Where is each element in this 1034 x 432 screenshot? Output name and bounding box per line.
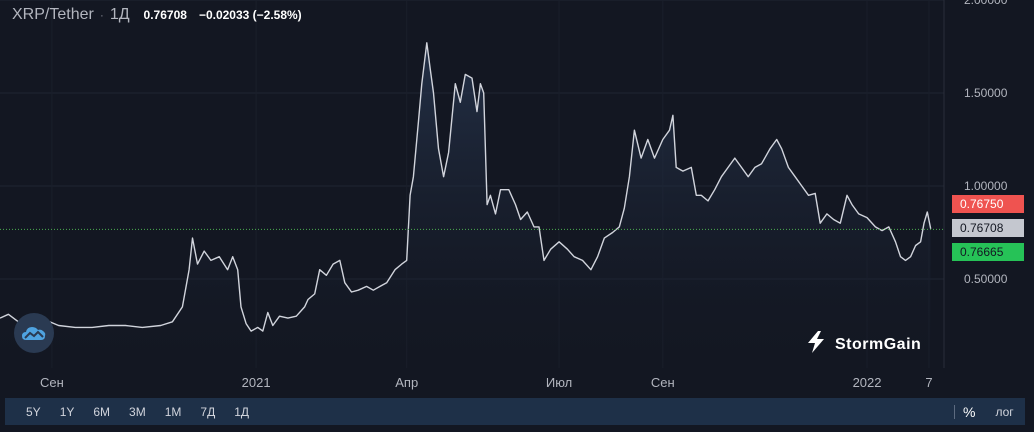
timeframe-label[interactable]: 1Д (109, 6, 130, 23)
y-tick-label: 0.50000 (964, 272, 1008, 286)
bid-price-tag: 0.76665 (952, 243, 1024, 261)
x-tick-label: 2022 (853, 375, 882, 390)
price-area-fill (0, 42, 931, 369)
range-1d-button[interactable]: 1Д (234, 404, 250, 419)
scale-controls: % лог (954, 398, 1014, 425)
range-6m-button[interactable]: 6M (93, 404, 111, 419)
ask-price-tag: 0.76750 (952, 195, 1024, 213)
price-chart[interactable]: 0.50000 1.00000 1.50000 2.00000 Сен 2021 Апр И… (0, 0, 1034, 398)
x-tick-label: 7 (925, 375, 932, 390)
legend-separator: · (99, 8, 104, 22)
percent-scale-toggle[interactable]: % (963, 403, 976, 420)
stormgain-brand: StormGain (805, 330, 921, 359)
x-axis-ticks: Сен 2021 Апр Июл Сен 2022 7 (40, 375, 933, 390)
x-tick-label: Июл (546, 375, 572, 390)
range-3m-button[interactable]: 3M (129, 404, 146, 419)
range-7d-button[interactable]: 7Д (200, 404, 216, 419)
chart-legend: XRP/Tether · 1Д 0.76708 −0.02033 (−2.58%… (12, 6, 302, 24)
x-tick-label: Сен (40, 375, 64, 390)
brand-name: StormGain (835, 335, 922, 353)
price-line (0, 42, 932, 332)
range-1m-button[interactable]: 1M (164, 404, 182, 419)
lightning-bolt-icon (805, 330, 827, 359)
toolbar-divider (954, 404, 955, 419)
y-tick-label: 2.00000 (964, 0, 1008, 7)
chart-canvas[interactable]: 0.50000 1.00000 1.50000 2.00000 Сен 2021 Апр И… (0, 0, 1034, 398)
cloud-logo-icon (14, 313, 54, 353)
price-change-value: −0.02033 (−2.58%) (198, 8, 302, 22)
last-price-tag: 0.76708 (952, 219, 1024, 237)
x-tick-label: Апр (395, 375, 418, 390)
y-tick-label: 1.00000 (964, 179, 1008, 193)
range-toolbar: 5Y 1Y 6M 3M 1M 7Д 1Д % лог (5, 398, 1025, 425)
range-1y-button[interactable]: 1Y (59, 404, 75, 419)
symbol-label[interactable]: XRP/Tether (12, 6, 94, 23)
log-scale-toggle[interactable]: лог (995, 404, 1014, 419)
y-axis-ticks: 0.50000 1.00000 1.50000 2.00000 (964, 0, 1008, 286)
x-tick-label: 2021 (242, 375, 271, 390)
x-tick-label: Сен (651, 375, 675, 390)
range-5y-button[interactable]: 5Y (26, 404, 41, 419)
last-price-value: 0.76708 (143, 8, 187, 22)
y-tick-label: 1.50000 (964, 86, 1008, 100)
